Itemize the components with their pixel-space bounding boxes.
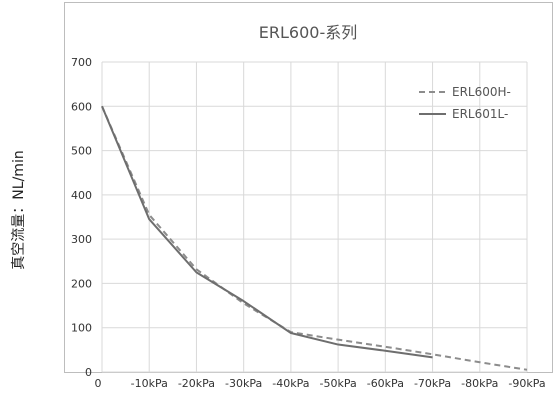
x-tick-label: -90kPa <box>508 377 545 390</box>
x-tick-label: 0 <box>95 377 102 390</box>
gridlines <box>101 61 528 373</box>
chart-title: ERL600-系列 <box>259 23 357 42</box>
y-axis-label: 真空流量：NL/min <box>11 150 27 269</box>
y-tick-label: 700 <box>71 56 92 69</box>
legend-label: ERL601L- <box>452 107 508 121</box>
x-tick-label: -20kPa <box>178 377 215 390</box>
x-tick-label: -10kPa <box>131 377 168 390</box>
x-tick-label: -80kPa <box>461 377 498 390</box>
series-line-1 <box>101 105 528 371</box>
series-lines <box>101 105 528 371</box>
x-tick-label: -30kPa <box>225 377 262 390</box>
legend-label: ERL600H- <box>452 85 511 99</box>
x-tick-label: -60kPa <box>367 377 404 390</box>
y-tick-label: 100 <box>71 322 92 335</box>
y-tick-label: 500 <box>71 145 92 158</box>
x-tick-label: -50kPa <box>320 377 357 390</box>
y-tick-label: 300 <box>71 233 92 246</box>
x-tick-label: -70kPa <box>414 377 451 390</box>
x-tick-label: -40kPa <box>272 377 309 390</box>
y-tick-label: 0 <box>85 366 92 379</box>
y-tick-label: 600 <box>71 100 92 113</box>
series-line-2 <box>101 105 433 359</box>
y-tick-label: 200 <box>71 277 92 290</box>
legend: ERL600H- ERL601L- <box>419 85 511 121</box>
chart-frame <box>64 2 553 373</box>
y-tick-label: 400 <box>71 189 92 202</box>
y-axis-ticks: 0 100 200 300 400 500 600 700 <box>71 56 92 379</box>
x-axis-ticks: 0 -10kPa -20kPa -30kPa -40kPa -50kPa -60kPa -70… <box>95 377 546 390</box>
